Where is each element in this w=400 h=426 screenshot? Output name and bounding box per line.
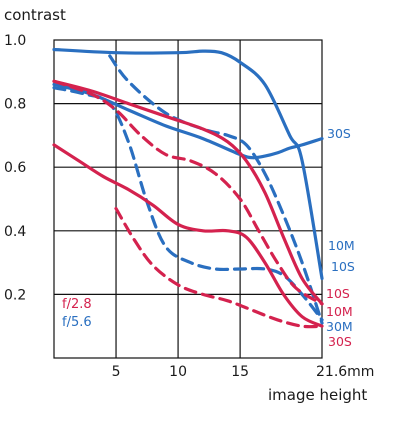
y-axis-title: contrast (4, 6, 66, 24)
x-tick-label: 21.6mm (316, 364, 374, 380)
curve-label: 10S (331, 259, 355, 274)
legend-entry: f/5.6 (62, 315, 92, 330)
curve-label: 30S (328, 334, 352, 349)
x-tick-label: 15 (231, 364, 249, 380)
y-tick-label: 0.2 (4, 287, 26, 303)
curve-label: 30M (326, 319, 353, 334)
y-tick-label: 0.8 (4, 97, 26, 113)
tick-labels: 5 10 15 21.6mm 0.2 0.4 0.6 0.8 1.0 (4, 33, 374, 380)
y-tick-label: 0.6 (4, 160, 26, 176)
mtf-curve-30m-56 (108, 54, 324, 325)
curve-layer (52, 47, 324, 329)
mtf-curve-10s-56 (52, 82, 324, 160)
mtf-curve-30s-56 (52, 47, 324, 281)
plot-frame (53, 39, 323, 359)
mtf-curve-10s-28 (52, 79, 324, 306)
curve-label: 10S (326, 286, 350, 301)
y-tick-label: 1.0 (4, 33, 26, 49)
curve-label: 10M (326, 304, 353, 319)
x-tick-label: 5 (112, 364, 121, 380)
legend: f/2.8 f/5.6 (62, 297, 92, 330)
mtf-curve-30s-28 (52, 143, 324, 328)
legend-entry: f/2.8 (62, 297, 92, 312)
mtf-curve-10m-28 (52, 79, 324, 306)
curve-label: 30S (327, 126, 351, 141)
x-tick-label: 10 (169, 364, 187, 380)
y-tick-label: 0.4 (4, 224, 26, 240)
x-axis-title: image height (268, 386, 367, 404)
mtf-curve-30m-28 (114, 206, 324, 329)
curve-label: 10M (328, 238, 355, 253)
plot-grid (53, 39, 323, 359)
